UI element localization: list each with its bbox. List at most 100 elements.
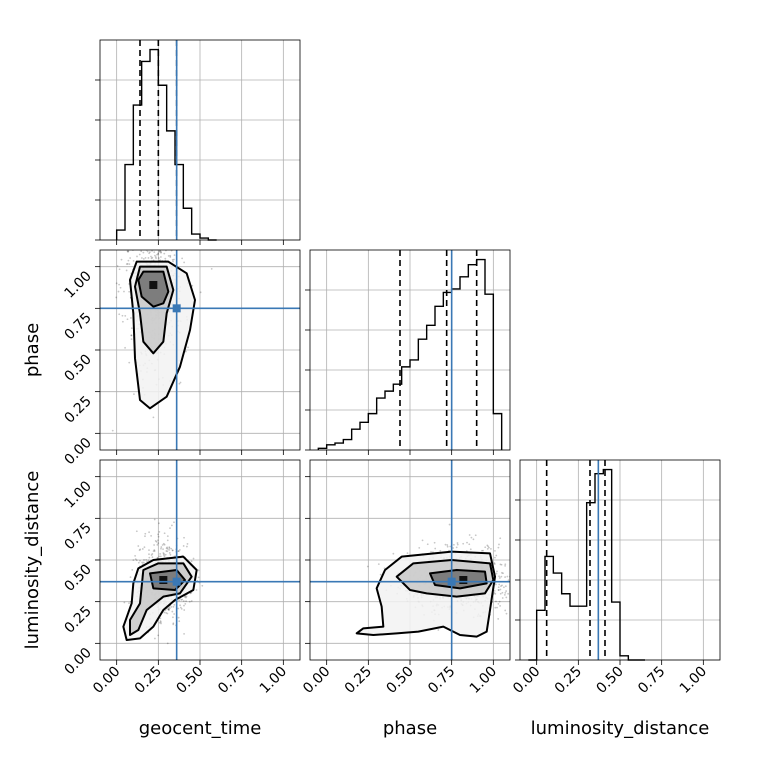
scatter-point [137,561,140,564]
scatter-point [488,546,490,549]
scatter-point [142,251,145,254]
scatter-point [518,615,520,617]
scatter-point [163,223,165,225]
scatter-point [125,269,128,272]
scatter-point [183,536,185,539]
scatter-point [141,217,143,219]
scatter-point [147,240,149,242]
scatter-point [149,245,151,247]
panel-frame-geocent_time-vs-phase [99,249,301,451]
scatter-point [157,542,160,545]
scatter-point [163,552,165,555]
scatter-point [162,241,164,243]
scatter-point [158,530,161,533]
scatter-point [162,554,165,556]
scatter-point [155,540,158,543]
scatter-point [152,550,155,553]
scatter-point [168,552,171,554]
scatter-point [145,146,147,148]
scatter-point [497,589,500,591]
scatter-point [195,589,198,591]
scatter-point [123,601,126,604]
scatter-point [148,531,150,534]
scatter-point [147,559,150,562]
scatter-point [126,250,129,253]
scatter-point [130,327,133,330]
histogram-geocent_time [115,48,217,241]
scatter-point [159,620,162,622]
scatter-point [455,546,458,549]
scatter-point [507,579,510,581]
scatter-point [169,553,172,556]
scatter-point [501,591,504,594]
scatter-point [418,546,421,549]
scatter-point [162,214,164,216]
scatter-point [184,602,187,605]
scatter-point [499,592,502,595]
scatter-point [181,257,184,260]
scatter-point [468,534,471,536]
xtick-label-phase-vs-luminosity_distance: 1.00 [467,664,500,697]
scatter-point [121,320,124,323]
panel-frame-phase-vs-luminosity_distance [309,459,511,661]
scatter-point [158,621,161,624]
scatter-point [499,588,502,591]
scatter-point [504,591,507,594]
scatter-point [166,539,169,542]
histogram-phase [317,258,503,450]
scatter-point [183,596,186,598]
scatter-point [183,632,185,635]
scatter-point [131,226,133,228]
scatter-point [154,254,156,257]
scatter-point [164,243,166,245]
scatter-point [493,589,496,592]
scatter-point [383,567,386,570]
scatter-point [144,182,146,184]
scatter-point [190,560,193,563]
scatter-point [165,244,167,246]
scatter-point [484,546,487,549]
scatter-point [181,598,184,601]
xtick-label-geocent_time-vs-luminosity_distance: 0.75 [215,664,248,697]
scatter-point [426,543,429,546]
scatter-point [186,543,189,545]
scatter-point [168,549,171,551]
xlabel-geocent-time: geocent_time [139,718,262,739]
scatter-point [149,453,151,455]
scatter-point [157,535,160,538]
xtick-label-geocent_time-vs-luminosity_distance: 0.25 [132,664,165,697]
scatter-point [131,569,134,571]
xtick-label-geocent_time-vs-luminosity_distance: 0.00 [90,664,123,697]
scatter-point [164,553,167,556]
scatter-point [118,268,121,271]
scatter-point [160,547,162,550]
scatter-point [514,599,516,601]
scatter-point [516,576,518,578]
scatter-point [197,576,200,579]
scatter-point [456,542,459,544]
scatter-point [430,550,432,553]
scatter-point [139,559,141,562]
scatter-point [516,555,518,557]
scatter-point [518,565,520,567]
scatter-point [392,552,395,555]
scatter-point [129,576,132,579]
truth-marker-geocent_time-vs-luminosity_distance [172,577,181,586]
scatter-point [157,533,159,536]
scatter-point [152,416,155,419]
scatter-point [201,584,204,587]
histogram-luminosity_distance [528,468,645,661]
scatter-point [123,290,125,293]
scatter-point [153,241,155,243]
scatter-point [178,382,181,385]
scatter-point [173,258,175,261]
contour-geocent_time-vs-luminosity_distance [129,562,193,636]
scatter-point [466,541,468,544]
scatter-point [144,256,147,259]
scatter-point [148,553,150,556]
scatter-point [155,257,157,260]
scatter-point [189,228,191,230]
scatter-point [128,602,130,605]
scatter-point [160,241,162,243]
scatter-point [452,543,455,546]
